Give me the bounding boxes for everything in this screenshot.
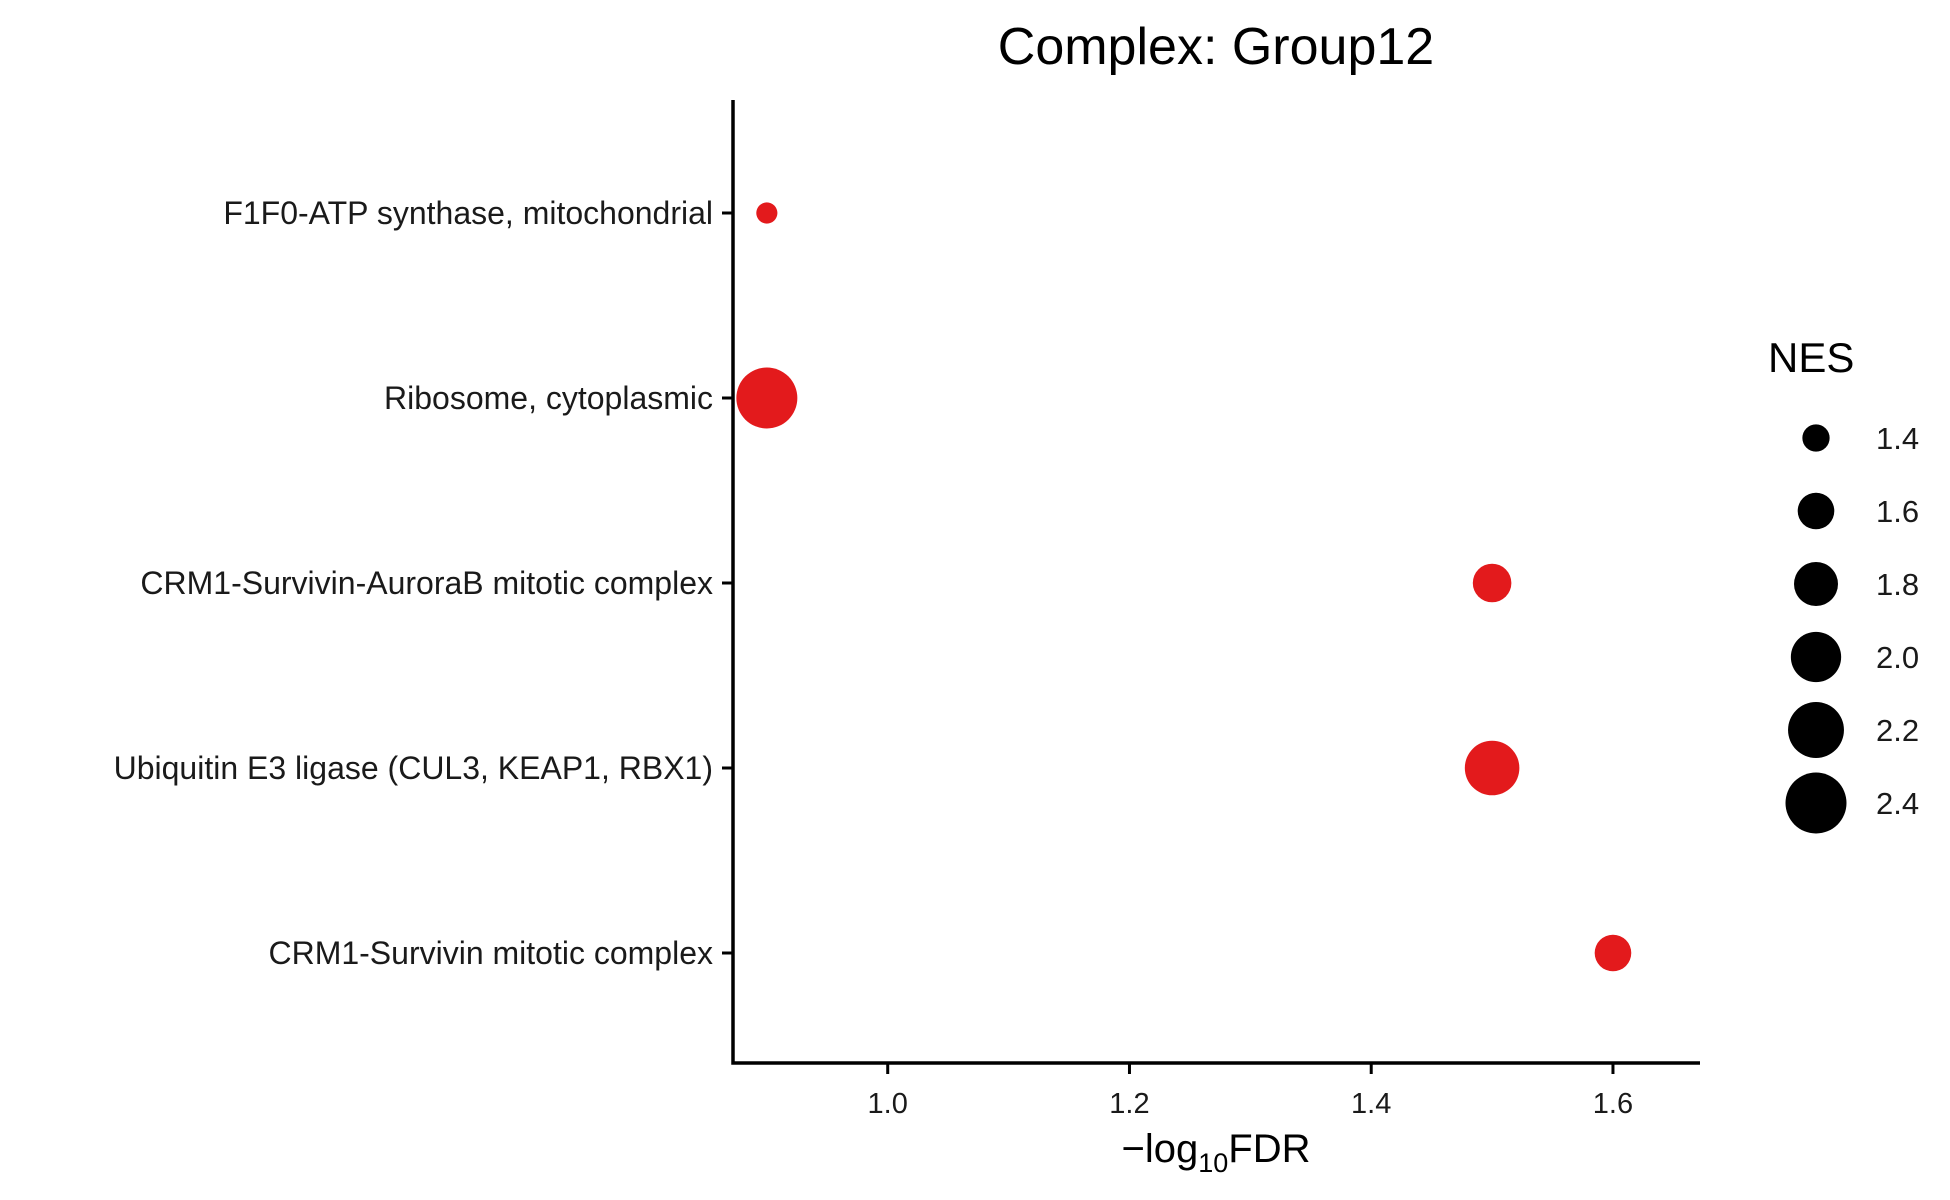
y-tick-label: CRM1-Survivin-AuroraB mitotic complex [140, 565, 713, 601]
y-tick-label: F1F0-ATP synthase, mitochondrial [223, 195, 713, 231]
axis-lines [731, 100, 1700, 1065]
legend-label: 1.6 [1876, 494, 1919, 529]
x-axis-label-prefix: −log [1121, 1127, 1198, 1171]
y-tick-label: Ubiquitin E3 ligase (CUL3, KEAP1, RBX1) [114, 750, 713, 786]
x-axis-label: −log10FDR [1121, 1127, 1310, 1178]
x-axis-label-subscript: 10 [1198, 1148, 1228, 1178]
legend-label: 1.4 [1876, 421, 1919, 456]
legend: NES 1.4 1.6 1.8 2.0 2.2 2.4 [1768, 334, 1919, 834]
data-point [1472, 563, 1512, 603]
y-tick-label: CRM1-Survivin mitotic complex [268, 935, 713, 971]
legend-label: 2.0 [1876, 640, 1919, 675]
legend-key [1788, 702, 1844, 758]
x-tick-label: 1.4 [1351, 1088, 1391, 1120]
legend-label: 2.2 [1876, 713, 1919, 748]
legend-label: 1.8 [1876, 567, 1919, 602]
data-point [756, 202, 778, 224]
plot-area: F1F0-ATP synthase, mitochondrial Ribosome… [114, 100, 1700, 1120]
chart-title: Complex: Group12 [998, 18, 1434, 76]
x-tick-label: 1.6 [1593, 1088, 1633, 1120]
data-point [736, 367, 798, 429]
legend-title: NES [1768, 334, 1854, 381]
y-axis: F1F0-ATP synthase, mitochondrial Ribosome… [114, 195, 733, 971]
legend-key [1797, 492, 1835, 530]
legend-key [1785, 772, 1847, 834]
x-tick-label: 1.0 [868, 1088, 908, 1120]
x-axis: 1.0 1.2 1.4 1.6 [868, 1063, 1633, 1120]
data-point [1464, 740, 1520, 796]
legend-entries: 1.4 1.6 1.8 2.0 2.2 2.4 [1785, 421, 1919, 834]
legend-label: 2.4 [1876, 786, 1919, 821]
legend-key [1802, 424, 1830, 452]
legend-key [1790, 631, 1842, 683]
x-tick-label: 1.2 [1109, 1088, 1149, 1120]
y-tick-label: Ribosome, cytoplasmic [384, 380, 713, 416]
data-points [736, 202, 1632, 972]
data-point [1594, 934, 1632, 972]
x-axis-label-suffix: FDR [1228, 1127, 1310, 1171]
legend-key [1794, 562, 1838, 606]
